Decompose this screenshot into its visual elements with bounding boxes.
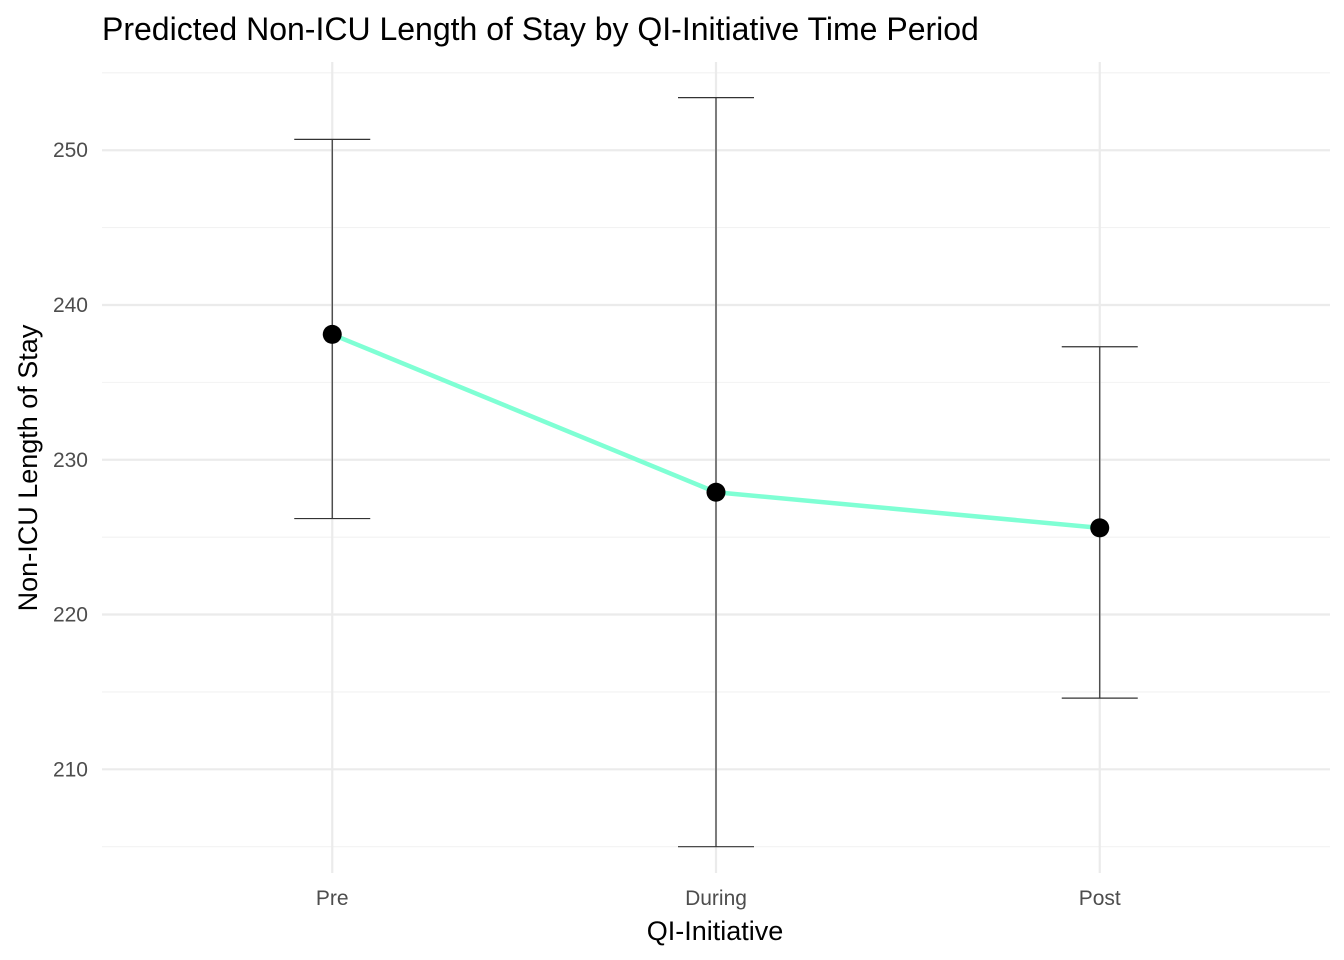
data-point <box>706 482 726 502</box>
y-tick-label: 230 <box>53 449 88 472</box>
y-tick-label: 210 <box>53 758 88 781</box>
data-point <box>1090 518 1110 538</box>
y-axis-title: Non-ICU Length of Stay <box>13 324 43 611</box>
x-tick-label: Post <box>1079 887 1121 910</box>
data-point <box>322 324 342 344</box>
x-tick-label: Pre <box>316 887 349 910</box>
x-axis-title: QI-Initiative <box>647 916 784 946</box>
y-tick-label: 240 <box>53 294 88 317</box>
y-tick-label: 250 <box>53 139 88 162</box>
y-tick-labels: 210 220 230 240 250 <box>53 139 88 781</box>
x-tick-labels: Pre During Post <box>316 887 1121 910</box>
error-bars <box>294 96 1138 848</box>
chart-title: Predicted Non-ICU Length of Stay by QI-I… <box>102 11 979 47</box>
x-tick-label: During <box>685 887 747 910</box>
data-points <box>322 324 1110 538</box>
y-tick-label: 220 <box>53 604 88 627</box>
